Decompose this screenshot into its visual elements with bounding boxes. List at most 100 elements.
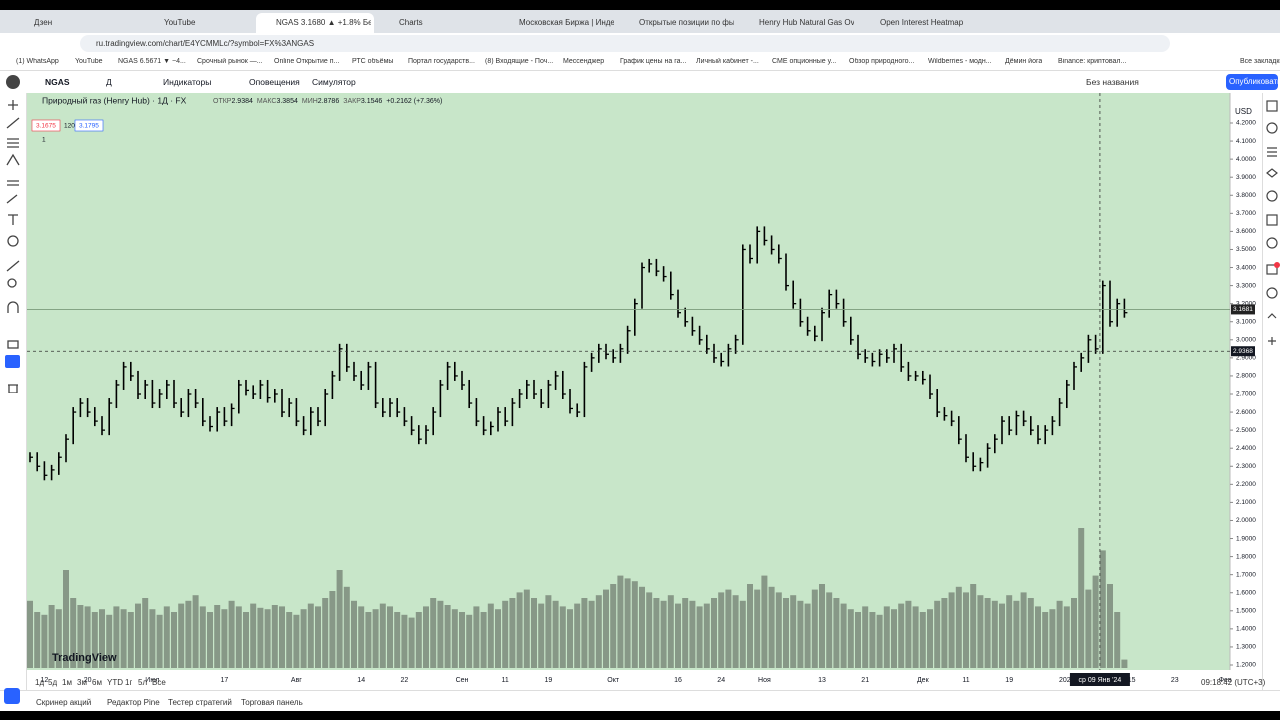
x-tick-label: 23 [1171,677,1179,684]
fib-icon[interactable] [7,138,19,148]
volume-bar [235,606,242,668]
volume-bar [466,614,473,668]
volume-bar [120,609,127,668]
magnet-icon[interactable] [7,301,19,313]
bookmark[interactable]: Binance: криптовал... [1058,58,1127,65]
volume-bar [250,603,257,668]
ruler-icon[interactable] [6,260,20,272]
volume-bar [430,598,437,668]
toolbar-item[interactable]: NGAS [45,77,70,87]
trash-icon[interactable] [8,384,18,394]
emoji-icon[interactable] [7,235,19,247]
right-toolbar [1262,93,1280,693]
y-tick-label: 3.9000 [1236,174,1256,181]
alerts-icon[interactable] [1266,122,1278,134]
range-button[interactable]: Все [152,678,166,687]
pattern-icon[interactable] [6,153,20,166]
panel-tab[interactable]: Редактор Pine [107,698,160,707]
avatar[interactable] [6,75,20,89]
volume-bar [732,595,739,668]
y-tick-label: 3.7000 [1236,210,1256,217]
eye-icon[interactable] [5,355,20,368]
range-button[interactable]: 1м [62,678,72,687]
url-field[interactable] [80,35,1170,52]
volume-bar [279,606,285,668]
brush-icon[interactable] [6,194,18,204]
volume-bar [955,586,962,668]
y-tick-label: 1.6000 [1236,589,1256,596]
watchlist-icon[interactable] [1266,100,1278,112]
range-button[interactable]: 1д [35,678,45,687]
ohlc-value: 3.1546 [361,98,383,105]
help-button[interactable] [4,688,20,704]
bookmark[interactable]: График цены на га... [620,58,687,65]
volume-bar [149,609,156,668]
chat-icon[interactable] [1266,264,1278,275]
range-button[interactable]: 1г [125,678,133,687]
cross-icon[interactable] [8,100,18,110]
ohlc-label: ЗАКР [343,98,361,105]
range-button[interactable]: YTD [107,678,123,687]
notifications-icon[interactable] [1268,337,1276,345]
bookmark[interactable]: Все закладки [1240,58,1280,65]
bookmark[interactable]: Портал государств... [408,58,475,65]
bookmark[interactable]: Wildberries - модн... [928,58,992,65]
signals-icon[interactable] [1267,313,1277,319]
bookmark[interactable]: Дёмин йога [1005,58,1043,65]
bookmark[interactable]: РТС объёмы [352,58,394,65]
volume-bar [358,606,365,668]
text-icon[interactable] [8,214,18,225]
toolbar-item[interactable]: Индикаторы [163,77,212,87]
forecast-icon[interactable] [7,180,19,186]
tab-title: Дзен [34,18,53,27]
toolbar-item[interactable]: Д [106,77,112,87]
trend-icon[interactable] [6,117,20,129]
toolbar-item[interactable]: Оповещения [249,77,300,87]
lock-icon[interactable] [7,340,19,349]
bookmark[interactable]: Обзор природного... [849,58,915,65]
bookmark[interactable]: YouTube [75,58,103,65]
data-icon[interactable] [1267,147,1277,157]
x-tick-label: 19 [1005,677,1013,684]
volume-bar [538,603,545,668]
layout-name[interactable]: Без названия [1086,77,1139,87]
spread: 120 [64,123,75,130]
x-tick-label: 11 [962,677,969,684]
volume-bar [790,595,797,668]
layers-icon[interactable] [1266,168,1278,178]
toolbar-item[interactable]: Симулятор [312,77,356,87]
panel-tab[interactable]: Торговая панель [241,698,303,707]
tab[interactable] [256,13,374,33]
bookmark[interactable]: Личный кабинет -... [696,58,759,65]
y-tick-label: 2.1000 [1236,499,1256,506]
bookmark[interactable]: CME опционные у... [772,58,837,65]
calendar-icon[interactable] [1266,214,1278,226]
ideas-icon[interactable] [1266,237,1278,249]
range-button[interactable]: 5д [48,678,58,687]
volume-bar [207,612,213,668]
bookmark[interactable]: (8) Входящие - Поч... [485,58,554,65]
publish-button[interactable] [1226,74,1278,90]
volume-bar [27,600,33,668]
volume-bar [106,614,113,668]
ohlc-label: ОТКР [213,98,232,105]
volume-bar [847,609,854,668]
bookmark[interactable]: Мессенджер [563,58,605,65]
y-tick-label: 2.5000 [1236,427,1256,434]
panel-tab[interactable]: Скринер акций [36,698,92,707]
range-button[interactable]: 3м [77,678,87,687]
volume-bar [84,606,91,668]
volume-bar [797,600,804,668]
bookmark[interactable]: Срочный рынок —... [197,58,263,65]
streams-icon[interactable] [1266,287,1278,299]
bookmark[interactable]: Online Открытие п... [274,58,340,65]
range-button[interactable]: 6м [92,678,102,687]
zoom-icon[interactable] [7,278,17,288]
range-button[interactable]: 5л [138,678,148,687]
panel-tab[interactable]: Тестер стратегий [168,698,232,707]
bookmark[interactable]: NGAS 6.5671 ▼ −4... [118,58,186,65]
bookmark[interactable]: (1) WhatsApp [16,58,59,65]
ohlc-label: МИН [302,98,318,105]
hotlist-icon[interactable] [1266,190,1278,202]
